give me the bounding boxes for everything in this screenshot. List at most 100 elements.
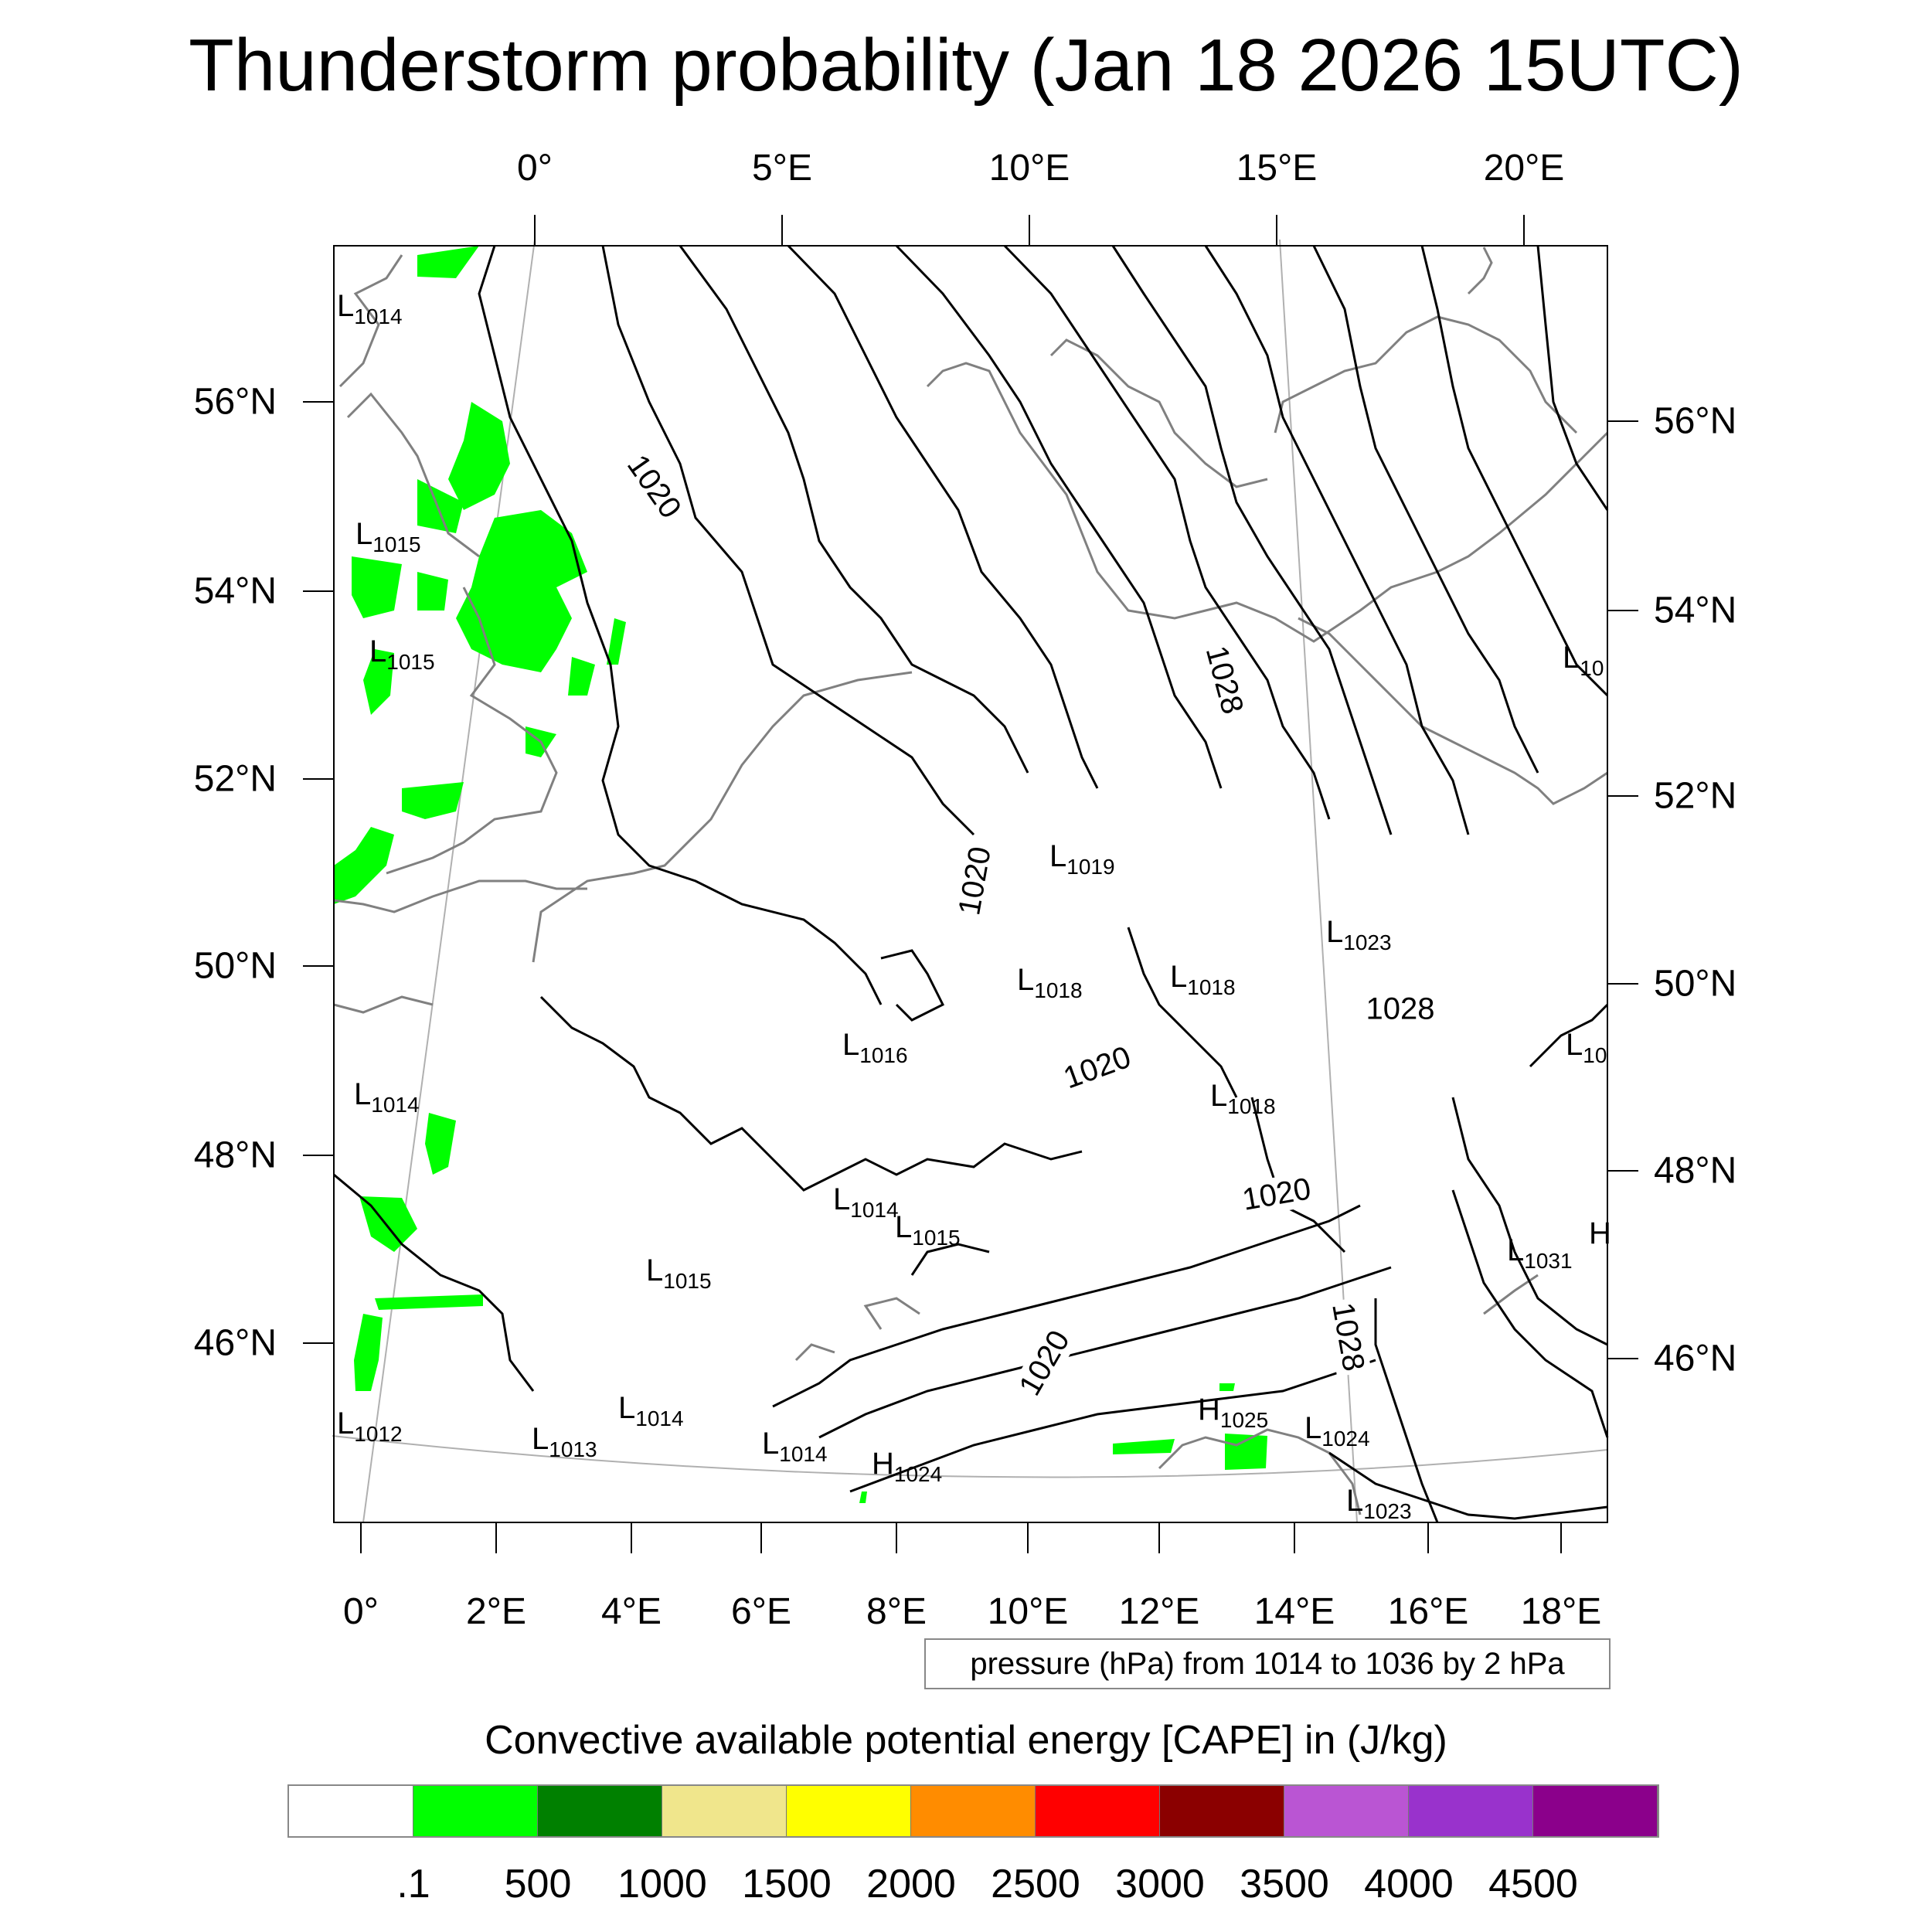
- colorbar-label: 1500: [742, 1862, 832, 1906]
- lat-label-right: 54°N: [1654, 590, 1737, 631]
- lon-label-top: 15°E: [1236, 148, 1318, 189]
- cape-area: [1219, 1383, 1235, 1391]
- isobars: [333, 244, 1609, 1523]
- colorbar-label: 1000: [617, 1862, 707, 1906]
- lat-label-left: 54°N: [193, 570, 277, 612]
- pressure-center: L10: [1566, 1028, 1607, 1067]
- colorbar-swatch: [1533, 1786, 1658, 1836]
- lon-label-top: 0°: [517, 148, 553, 189]
- axis-ticks: [303, 215, 1638, 1553]
- pressure-center: L1024: [1304, 1411, 1370, 1451]
- cape-area: [402, 782, 464, 819]
- lon-label-bottom: 10°E: [987, 1591, 1069, 1632]
- lat-label-right: 50°N: [1654, 963, 1737, 1005]
- pressure-center: L1014: [833, 1182, 899, 1222]
- pressure-center: L1023: [1346, 1484, 1412, 1523]
- colorbar-label: .1: [396, 1862, 430, 1906]
- lon-label-bottom: 6°E: [731, 1591, 791, 1632]
- cape-area: [1113, 1439, 1175, 1454]
- chart-title: Thunderstorm probability (Jan 18 2026 15…: [189, 24, 1743, 107]
- lon-label-top: 5°E: [752, 148, 812, 189]
- cape-area: [425, 1113, 456, 1175]
- pressure-center: L1023: [1326, 915, 1392, 954]
- colorbar-swatch: [662, 1786, 787, 1836]
- lat-label-left: 48°N: [193, 1134, 277, 1176]
- pressure-center: L1014: [762, 1427, 828, 1466]
- cape-area: [417, 479, 464, 533]
- cape-area: [417, 246, 479, 278]
- cape-area: [352, 556, 402, 618]
- lon-label-bottom: 2°E: [466, 1591, 526, 1632]
- cape-area: [334, 827, 394, 904]
- cape-area: [448, 402, 510, 510]
- pressure-center: H: [1589, 1216, 1611, 1250]
- colorbar-swatch: [413, 1786, 538, 1836]
- map-frame: [333, 245, 1608, 1523]
- colorbar-label: 4500: [1488, 1862, 1578, 1906]
- colorbar-label: 500: [504, 1862, 572, 1906]
- colorbar-swatch: [1409, 1786, 1533, 1836]
- colorbar-swatch: [787, 1786, 911, 1836]
- cape-area: [375, 1294, 483, 1310]
- lat-label-right: 48°N: [1654, 1150, 1737, 1192]
- pressure-center: L1018: [1017, 963, 1083, 1002]
- pressure-center: H1025: [1198, 1393, 1269, 1432]
- lon-label-bottom: 12°E: [1118, 1591, 1200, 1632]
- isobar-label: 1028: [1362, 992, 1438, 1027]
- cape-area: [568, 657, 595, 696]
- colorbar-swatch: [1036, 1786, 1160, 1836]
- lat-label-left: 52°N: [193, 758, 277, 800]
- pressure-center: L10: [1563, 641, 1604, 680]
- cape-area: [456, 510, 587, 672]
- lon-label-bottom: 0°: [343, 1591, 379, 1632]
- lat-label-right: 52°N: [1654, 775, 1737, 817]
- colorbar-label: 3000: [1115, 1862, 1205, 1906]
- lon-label-bottom: 4°E: [601, 1591, 662, 1632]
- colorbar-swatch: [538, 1786, 662, 1836]
- pressure-center: L1015: [895, 1210, 961, 1250]
- pressure-center: L1014: [354, 1077, 420, 1117]
- colorbar-label: 2500: [991, 1862, 1080, 1906]
- pressure-center: L1019: [1049, 839, 1115, 879]
- contour-info-box: pressure (hPa) from 1014 to 1036 by 2 hP…: [924, 1638, 1611, 1689]
- lon-label-bottom: 16°E: [1387, 1591, 1469, 1632]
- pressure-center: L1018: [1210, 1079, 1276, 1118]
- pressure-center: L1031: [1507, 1233, 1573, 1273]
- colorbar-swatch: [1284, 1786, 1409, 1836]
- pressure-center: L1015: [369, 634, 435, 674]
- pressure-center: L1013: [532, 1422, 597, 1461]
- pressure-center: H1024: [872, 1447, 943, 1486]
- cape-area: [363, 649, 394, 715]
- lat-label-right: 56°N: [1654, 400, 1737, 442]
- colorbar-swatch: [289, 1786, 413, 1836]
- pressure-center: L1014: [337, 289, 403, 328]
- lon-label-top: 10°E: [988, 148, 1070, 189]
- lat-label-left: 46°N: [193, 1322, 277, 1364]
- pressure-center: L1015: [355, 517, 421, 556]
- coastlines: [333, 247, 1609, 1515]
- lon-label-top: 20°E: [1483, 148, 1565, 189]
- pressure-center: L1016: [842, 1028, 908, 1067]
- colorbar-label: 2000: [866, 1862, 956, 1906]
- cape-area: [417, 572, 448, 611]
- cape-area: [607, 618, 626, 665]
- pressure-center: L1012: [337, 1406, 403, 1446]
- colorbar-label: 3500: [1240, 1862, 1329, 1906]
- colorbar-swatch: [1160, 1786, 1284, 1836]
- cape-area: [859, 1492, 867, 1503]
- cape-area: [354, 1314, 383, 1391]
- lat-label-left: 56°N: [193, 381, 277, 423]
- cape-area: [1225, 1434, 1267, 1470]
- pressure-center: L1018: [1170, 960, 1236, 999]
- colorbar-swatch: [911, 1786, 1036, 1836]
- colorbar: [287, 1784, 1659, 1838]
- pressure-center: L1015: [646, 1253, 712, 1293]
- colorbar-title: Convective available potential energy [C…: [485, 1718, 1447, 1763]
- lat-label-right: 46°N: [1654, 1338, 1737, 1379]
- lon-label-bottom: 14°E: [1253, 1591, 1335, 1632]
- lon-label-bottom: 8°E: [866, 1591, 927, 1632]
- pressure-center: L1014: [618, 1391, 684, 1430]
- lon-label-bottom: 18°E: [1520, 1591, 1602, 1632]
- colorbar-label: 4000: [1364, 1862, 1454, 1906]
